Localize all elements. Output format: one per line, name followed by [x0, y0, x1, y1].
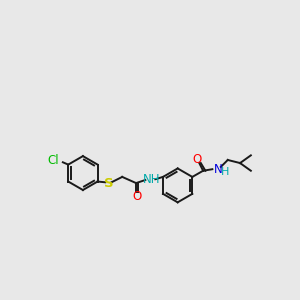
Text: O: O	[192, 154, 202, 166]
Text: Cl: Cl	[47, 154, 59, 167]
Text: N: N	[214, 163, 223, 176]
Text: NH: NH	[143, 173, 160, 186]
Text: S: S	[103, 177, 113, 190]
Text: O: O	[132, 190, 142, 203]
Text: H: H	[220, 167, 229, 177]
